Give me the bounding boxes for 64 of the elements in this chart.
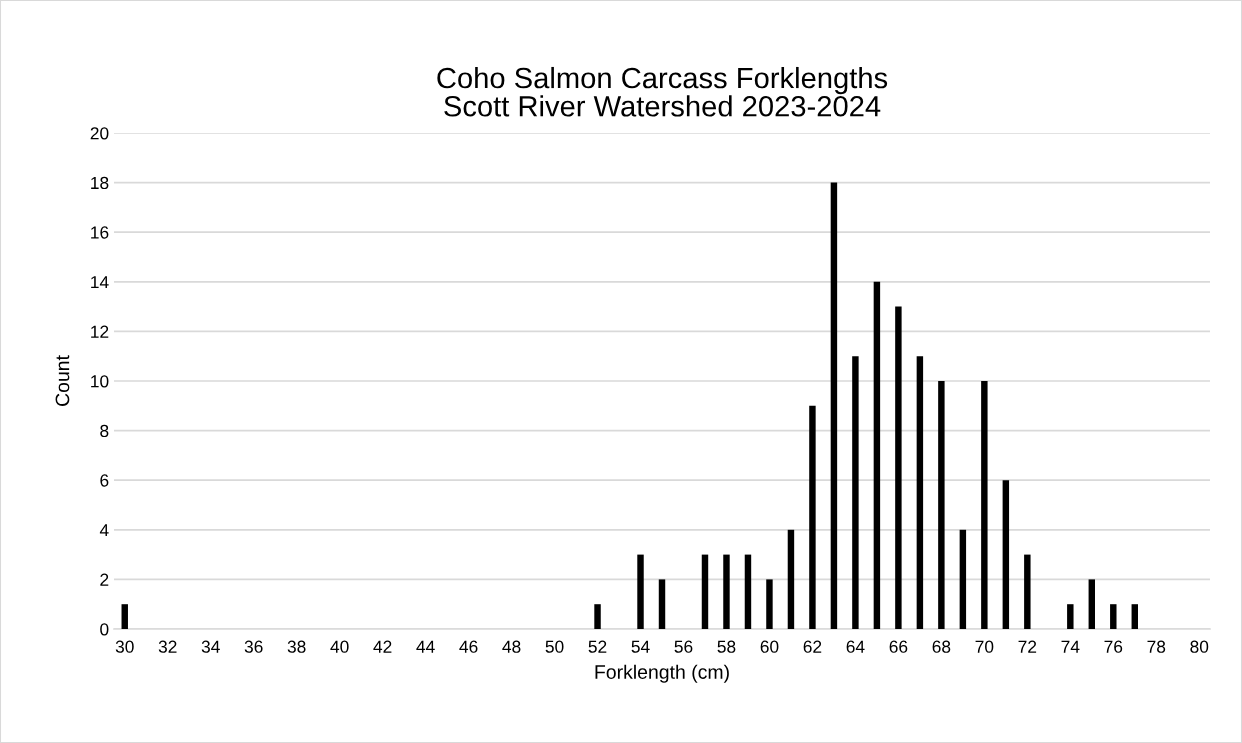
x-tick-label: 40 — [330, 640, 349, 653]
x-tick-label: 72 — [1018, 640, 1037, 653]
x-tick-label: 70 — [975, 640, 994, 653]
bar — [1002, 480, 1010, 629]
bar — [723, 554, 730, 629]
bar — [852, 356, 859, 629]
x-tick-label: 38 — [287, 640, 306, 653]
x-tick-label: 36 — [244, 640, 263, 653]
x-tick-label: 54 — [631, 640, 650, 653]
y-tick-label: 20 — [90, 127, 109, 140]
x-tick-label: 66 — [889, 640, 908, 653]
bar — [830, 182, 838, 629]
x-tick-label: 52 — [588, 640, 607, 653]
x-axis-title: Forklength (cm) — [595, 664, 729, 683]
x-tick-label: 74 — [1061, 640, 1080, 653]
bar — [938, 381, 945, 629]
bar — [809, 405, 816, 629]
x-tick-label: 62 — [803, 640, 822, 653]
x-tick-label: 64 — [846, 640, 865, 653]
x-tick-label: 80 — [1190, 640, 1209, 653]
y-tick-label: 4 — [99, 524, 109, 537]
bar — [895, 306, 902, 629]
y-tick-label: 16 — [91, 226, 109, 239]
x-tick-label: 44 — [416, 640, 435, 653]
y-tick-label: 0 — [100, 623, 109, 636]
x-tick-label: 76 — [1104, 640, 1123, 653]
bar — [1131, 604, 1139, 629]
x-tick-label: 32 — [158, 640, 177, 653]
y-tick-label: 18 — [91, 176, 109, 190]
y-tick-label: 6 — [100, 474, 109, 487]
bar — [594, 604, 601, 629]
y-axis-title: Count — [55, 355, 70, 406]
bar — [766, 579, 773, 629]
x-tick-label: 30 — [115, 640, 134, 653]
x-tick-label: 60 — [760, 640, 779, 653]
bar — [981, 381, 988, 629]
bar — [637, 554, 644, 629]
y-tick-label: 14 — [91, 276, 109, 289]
bar — [1067, 604, 1074, 629]
x-tick-label: 46 — [459, 640, 478, 653]
bar — [1088, 579, 1096, 629]
x-tick-label: 58 — [717, 640, 736, 653]
y-tick-label: 8 — [100, 424, 109, 438]
bar — [701, 554, 709, 629]
x-tick-label: 48 — [502, 640, 521, 653]
bar — [121, 604, 128, 629]
y-tick-label: 10 — [91, 375, 109, 388]
y-tick-label: 2 — [100, 573, 109, 586]
x-tick-label: 50 — [545, 640, 564, 653]
bar — [873, 281, 881, 629]
bar — [916, 356, 924, 629]
x-tick-label: 34 — [201, 640, 220, 653]
x-tick-label: 42 — [373, 640, 392, 653]
bar — [1110, 604, 1117, 629]
bar — [1024, 554, 1031, 629]
bar — [959, 529, 967, 629]
chart-title: Coho Salmon Carcass Forklengths Scott River Watershed 2023-2024 — [437, 66, 888, 117]
bar — [744, 554, 752, 629]
y-tick-label: 12 — [91, 325, 109, 338]
x-tick-label: 78 — [1147, 640, 1166, 653]
bar — [787, 529, 795, 629]
bar — [658, 579, 666, 629]
x-tick-label: 68 — [932, 640, 951, 653]
x-tick-label: 56 — [674, 640, 693, 653]
